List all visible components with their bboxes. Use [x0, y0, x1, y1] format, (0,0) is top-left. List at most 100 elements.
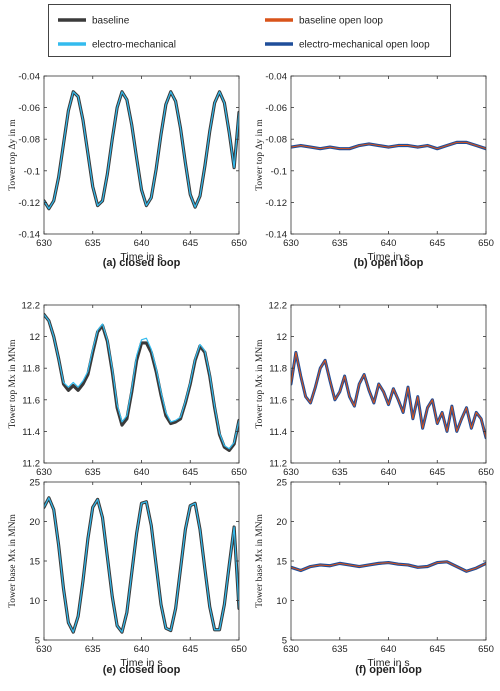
x-tick-label: 640 [134, 644, 150, 655]
plot-area [291, 76, 486, 234]
y-tick-label: -0.08 [18, 135, 40, 146]
y-tick-label: 12.2 [22, 301, 41, 312]
y-tick-label: 11.2 [22, 459, 40, 470]
x-tick-label: 630 [36, 467, 52, 478]
y-tick-label: 15 [29, 557, 40, 568]
plot-area [44, 76, 239, 234]
x-tick-label: 640 [134, 467, 150, 478]
x-tick-label: 650 [478, 467, 494, 478]
x-tick-label: 640 [381, 644, 397, 655]
legend-label: electro-mechanical [92, 40, 176, 51]
y-tick-label: 12.2 [269, 301, 288, 312]
x-tick-label: 640 [381, 467, 397, 478]
chart-panel: 630 635 640 645 650 5 10 15 20 25 Time in s Tower b… [8, 478, 247, 677]
y-tick-label: 12 [276, 332, 287, 343]
x-tick-label: 630 [36, 238, 52, 249]
x-axis-label: Time in s [120, 657, 162, 669]
chart-panel: 630 635 640 645 650 11.2 11.4 11.6 11.8 12 12.2 Tow… [255, 301, 494, 500]
y-tick-label: 25 [29, 478, 40, 489]
series-line [291, 141, 486, 150]
series-line [291, 351, 486, 439]
y-tick-label: -0.1 [271, 166, 287, 177]
x-tick-label: 635 [332, 644, 348, 655]
x-tick-label: 635 [85, 238, 101, 249]
y-tick-label: 20 [276, 517, 287, 528]
legend-label: baseline open loop [299, 16, 383, 27]
x-axis-label: Time in s [367, 251, 409, 263]
y-tick-label: 11.4 [269, 427, 287, 438]
x-axis-label: Time in s [367, 657, 409, 669]
x-tick-label: 650 [478, 238, 494, 249]
y-tick-label: -0.04 [265, 72, 287, 83]
y-tick-label: 5 [35, 636, 40, 647]
y-tick-label: 11.6 [22, 395, 40, 406]
y-tick-label: 10 [276, 596, 287, 607]
x-tick-label: 645 [182, 467, 198, 478]
x-tick-label: 635 [332, 467, 348, 478]
x-tick-label: 635 [85, 467, 101, 478]
y-tick-label: 25 [276, 478, 287, 489]
legend-label: baseline [92, 16, 130, 27]
y-tick-label: -0.12 [265, 198, 287, 209]
legend: baseline baseline open loop electro-mechan… [48, 4, 451, 57]
y-tick-label: 11.8 [22, 364, 40, 375]
x-tick-label: 640 [134, 238, 150, 249]
series-line [44, 313, 239, 450]
x-tick-label: 650 [231, 467, 247, 478]
panel-caption: (b) open loop [354, 257, 424, 269]
y-tick-label: -0.12 [18, 198, 40, 209]
y-axis-label: Tower base Mx in MNm [8, 513, 18, 607]
x-tick-label: 645 [429, 644, 445, 655]
x-tick-label: 645 [182, 644, 198, 655]
legend-label: electro-mechanical open loop [299, 40, 430, 51]
x-tick-label: 630 [36, 644, 52, 655]
x-tick-label: 645 [429, 238, 445, 249]
plot-area [44, 305, 239, 463]
y-axis-label: Tower top Δy in m [8, 119, 18, 191]
x-tick-label: 650 [231, 238, 247, 249]
chart-panel: 630 635 640 645 650 11.2 11.4 11.6 11.8 12 12.2 Tow… [8, 301, 247, 500]
y-tick-label: -0.06 [18, 103, 40, 114]
y-axis-label: Tower top Mx in MNm [8, 339, 18, 429]
chart-panel: 630 635 640 645 650 -0.14 -0.12 -0.1 -0.08 -0.06 -… [8, 72, 247, 270]
y-tick-label: 12 [29, 332, 40, 343]
x-tick-label: 645 [182, 238, 198, 249]
y-axis-label: Tower base Mx in MNm [255, 513, 265, 607]
y-tick-label: 15 [276, 557, 287, 568]
y-tick-label: -0.04 [18, 72, 40, 83]
panel-caption: (a) closed loop [103, 257, 181, 269]
x-tick-label: 650 [231, 644, 247, 655]
chart-panel: 630 635 640 645 650 5 10 15 20 25 Time in s Tower b… [255, 478, 494, 677]
panel-caption: (e) closed loop [103, 664, 181, 676]
y-tick-label: -0.1 [24, 166, 40, 177]
chart-panel: 630 635 640 645 650 -0.14 -0.12 -0.1 -0.08 -0.06 -… [255, 72, 494, 270]
series-line [44, 497, 239, 633]
y-axis-label: Tower top Mx in MNm [255, 339, 265, 429]
x-axis-label: Time in s [120, 251, 162, 263]
series-line [44, 91, 239, 210]
y-axis-label: Tower top Δy in m [255, 119, 265, 191]
y-tick-label: 20 [29, 517, 40, 528]
y-tick-label: 11.4 [22, 427, 40, 438]
x-tick-label: 630 [283, 467, 299, 478]
y-tick-label: 11.2 [269, 459, 287, 470]
series-line [291, 561, 486, 572]
x-tick-label: 635 [332, 238, 348, 249]
x-tick-label: 635 [85, 644, 101, 655]
panel-caption: (f) open loop [355, 664, 422, 676]
legend-box [48, 4, 451, 57]
x-tick-label: 630 [283, 238, 299, 249]
y-tick-label: 10 [29, 596, 40, 607]
y-tick-label: -0.08 [265, 135, 287, 146]
x-tick-label: 645 [429, 467, 445, 478]
chart-panels: 630 635 640 645 650 -0.14 -0.12 -0.1 -0.08 -0.06 -… [8, 72, 494, 677]
y-tick-label: 11.8 [269, 364, 287, 375]
y-tick-label: -0.14 [265, 230, 287, 241]
y-tick-label: -0.06 [265, 103, 287, 114]
x-tick-label: 650 [478, 644, 494, 655]
x-tick-label: 640 [381, 238, 397, 249]
plot-area [291, 305, 486, 463]
y-tick-label: 11.6 [269, 395, 287, 406]
x-tick-label: 630 [283, 644, 299, 655]
